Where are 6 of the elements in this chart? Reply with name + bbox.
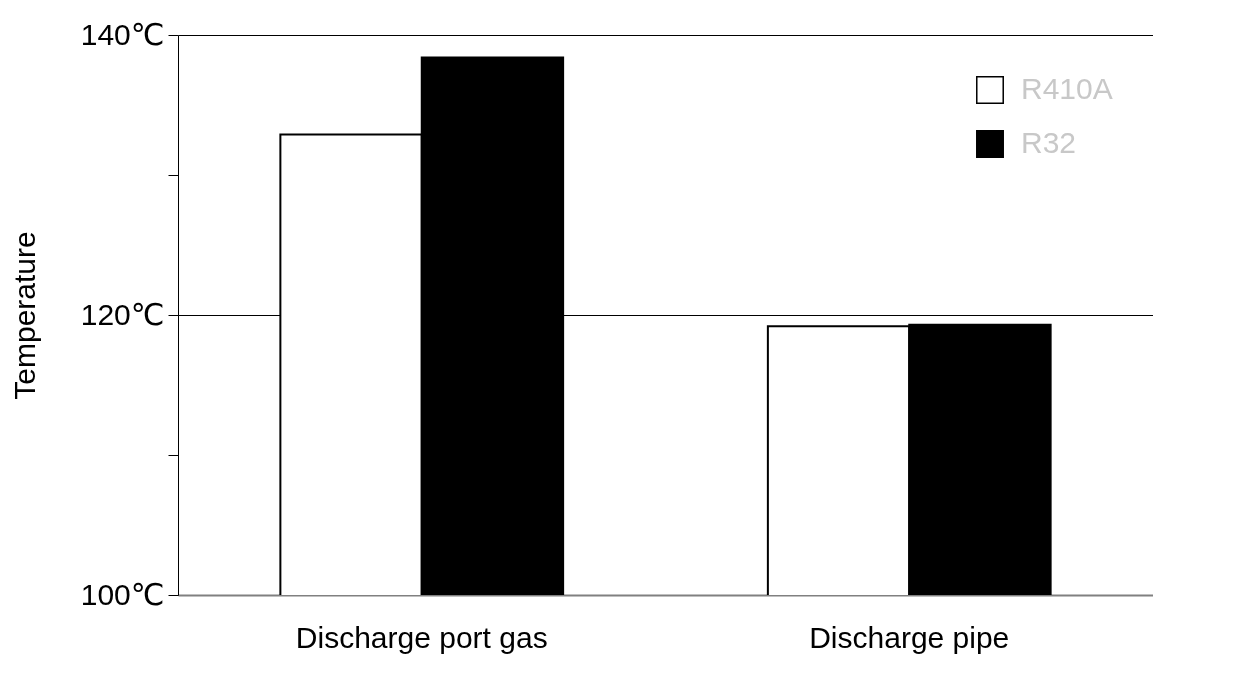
x-tick-label: Discharge pipe — [809, 620, 1010, 654]
y-axis-title: Temperature — [7, 231, 41, 400]
y-tick-label: 120℃ — [80, 297, 165, 331]
y-tick-label: 100℃ — [80, 577, 165, 611]
x-tick-label: Discharge port gas — [295, 620, 548, 654]
y-tick-label: 140℃ — [80, 17, 165, 51]
